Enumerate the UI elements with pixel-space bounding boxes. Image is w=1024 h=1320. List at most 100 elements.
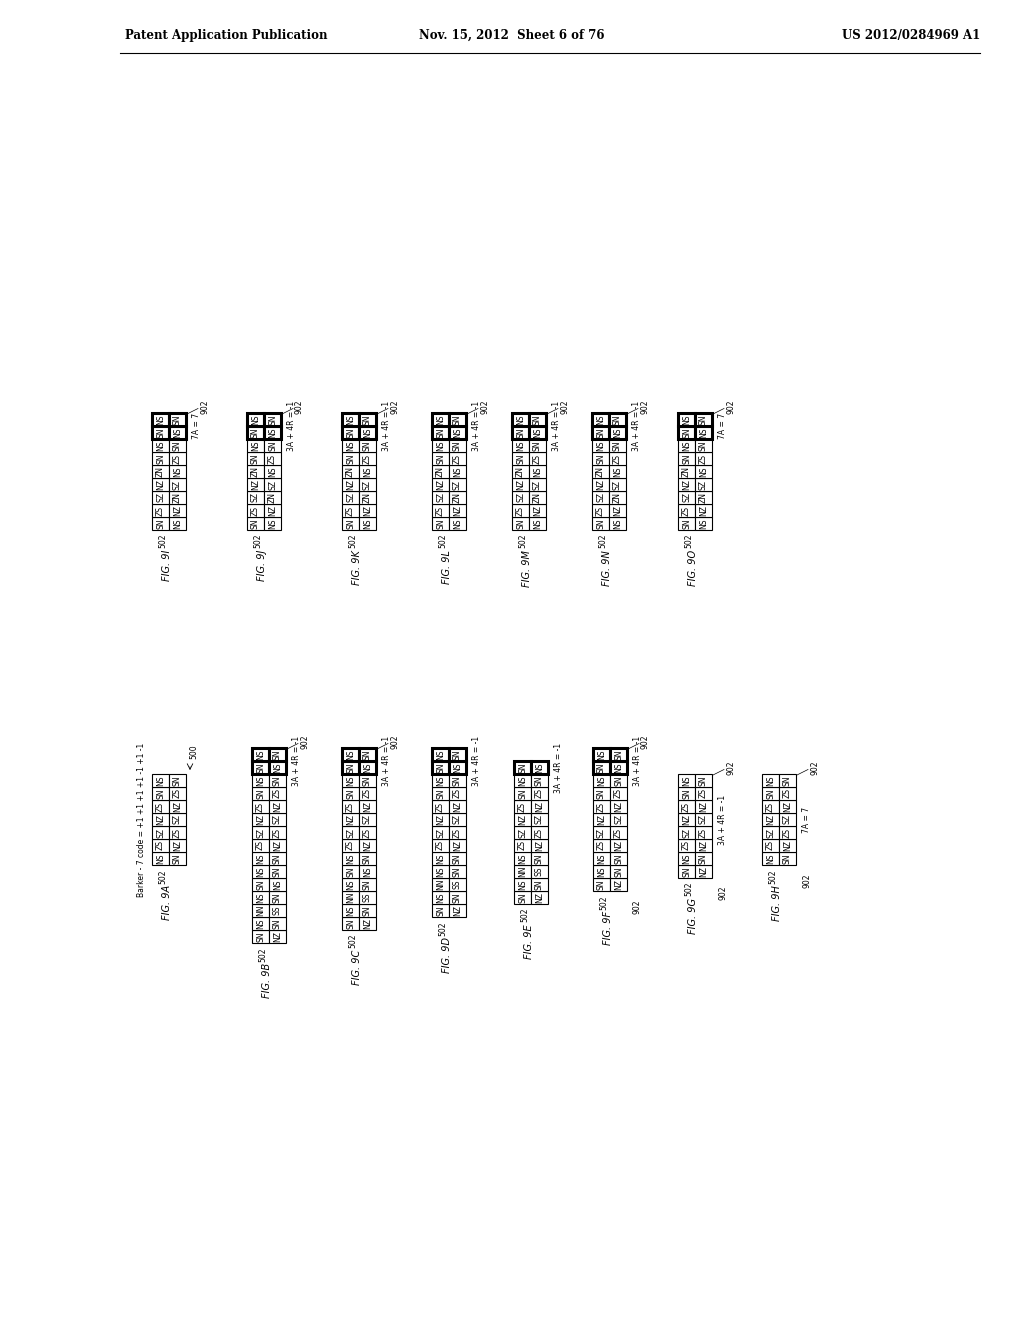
Text: SN: SN [173, 775, 182, 785]
Text: ZS: ZS [682, 506, 691, 516]
Bar [269, 840, 286, 851]
Text: 502: 502 [520, 908, 529, 923]
Text: SZ: SZ [682, 492, 691, 503]
Text: NS: NS [699, 519, 708, 529]
Text: NS: NS [597, 775, 606, 785]
Text: SN: SN [614, 853, 623, 863]
Bar [531, 826, 548, 840]
Text: 502: 502 [258, 946, 267, 961]
Text: SN: SN [156, 788, 165, 799]
Bar [610, 748, 627, 762]
Bar [449, 748, 466, 762]
Text: FIG. 9O: FIG. 9O [688, 550, 698, 586]
Bar [342, 517, 359, 531]
Bar [592, 426, 609, 440]
Text: 3A + 4R = -1: 3A + 4R = -1 [632, 401, 641, 451]
Text: NS: NS [597, 866, 606, 876]
Text: SN: SN [682, 788, 691, 799]
Bar [342, 787, 359, 800]
Bar [609, 426, 626, 440]
Text: 902: 902 [640, 399, 649, 413]
Bar [264, 413, 281, 426]
Text: SN: SN [436, 762, 445, 772]
Bar [252, 800, 269, 813]
Bar [449, 891, 466, 904]
Bar [359, 840, 376, 851]
Bar [152, 800, 169, 813]
Bar [609, 465, 626, 478]
Bar [342, 917, 359, 931]
Bar [531, 813, 548, 826]
Text: NZ: NZ [783, 801, 792, 812]
Text: NZ: NZ [173, 840, 182, 851]
Bar [247, 478, 264, 491]
Text: 3A + 4R = -1: 3A + 4R = -1 [718, 795, 727, 845]
Text: SZ: SZ [518, 828, 527, 837]
Bar [449, 840, 466, 851]
Bar [514, 762, 531, 774]
Text: 902: 902 [480, 399, 489, 413]
Text: NS: NS [346, 775, 355, 785]
Text: NS: NS [156, 414, 165, 425]
Bar [264, 440, 281, 451]
Bar [252, 813, 269, 826]
Bar [359, 517, 376, 531]
Text: FIG. 9D: FIG. 9D [442, 937, 452, 973]
Text: ZS: ZS [534, 454, 542, 463]
Bar [269, 865, 286, 878]
Text: 3A + 4R = -1: 3A + 4R = -1 [633, 737, 642, 787]
Bar [512, 465, 529, 478]
Bar [695, 517, 712, 531]
Bar [247, 426, 264, 440]
Text: 3A + 4R = -1: 3A + 4R = -1 [552, 401, 561, 451]
Text: NS: NS [613, 466, 622, 477]
Text: SN: SN [518, 892, 527, 903]
Text: SN: SN [596, 453, 605, 463]
Bar [359, 440, 376, 451]
Text: 902: 902 [718, 886, 727, 900]
Bar [609, 440, 626, 451]
Bar [252, 931, 269, 942]
Text: SN: SN [346, 762, 355, 772]
Text: ZS: ZS [362, 788, 372, 799]
Text: SN: SN [699, 775, 708, 785]
Bar [593, 840, 610, 851]
Bar [695, 465, 712, 478]
Bar [252, 774, 269, 787]
Bar [264, 426, 281, 440]
Text: 502: 502 [348, 535, 357, 549]
Text: FIG. 9J: FIG. 9J [257, 550, 267, 581]
Bar [678, 774, 695, 787]
Text: SN: SN [699, 414, 708, 425]
Text: SN: SN [682, 866, 691, 876]
Text: 902: 902 [726, 399, 735, 413]
Text: NN: NN [436, 879, 445, 890]
Bar [678, 465, 695, 478]
Text: ZS: ZS [516, 506, 525, 516]
Text: ZS: ZS [453, 788, 462, 799]
Text: NS: NS [597, 750, 606, 760]
Bar [169, 826, 186, 840]
Text: NS: NS [436, 775, 445, 785]
Text: NS: NS [362, 428, 372, 438]
Bar [252, 826, 269, 840]
Text: SS: SS [453, 879, 462, 890]
Bar [514, 878, 531, 891]
Bar [169, 851, 186, 865]
Bar [432, 826, 449, 840]
Bar [247, 451, 264, 465]
Text: NS: NS [516, 414, 525, 425]
Bar [514, 800, 531, 813]
Text: NS: NS [273, 879, 282, 890]
Bar [449, 478, 466, 491]
Bar [342, 491, 359, 504]
Text: SN: SN [534, 414, 542, 425]
Bar [449, 426, 466, 440]
Bar [610, 865, 627, 878]
Text: NZ: NZ [597, 814, 606, 825]
Text: ZS: ZS [682, 801, 691, 812]
Text: SZ: SZ [256, 828, 265, 837]
Text: NZ: NZ [273, 801, 282, 812]
Bar [514, 865, 531, 878]
Text: SN: SN [682, 453, 691, 463]
